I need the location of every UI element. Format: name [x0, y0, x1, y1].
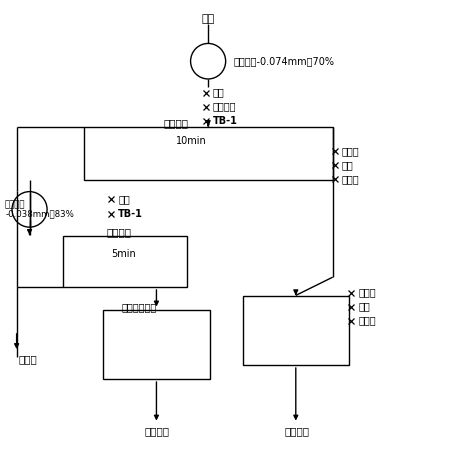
Text: 5min: 5min [111, 249, 136, 259]
Text: 黄药: 黄药 [358, 302, 370, 312]
Text: 松醇由: 松醇由 [342, 175, 360, 184]
Text: 乙硫氨酯: 乙硫氨酯 [213, 102, 236, 112]
Text: 原矿: 原矿 [201, 14, 215, 24]
Text: 乙硫氮: 乙硫氮 [358, 288, 376, 298]
Text: 粗选尾矿: 粗选尾矿 [285, 426, 310, 436]
Text: TB-1: TB-1 [213, 115, 238, 125]
Bar [84, 127, 333, 180]
Text: 二步精选: 二步精选 [106, 227, 132, 237]
Text: 石灰: 石灰 [213, 88, 225, 97]
Text: 磨矿细度-0.074mm占70%: 磨矿细度-0.074mm占70% [234, 56, 334, 66]
Text: 一步粗选: 一步粗选 [163, 118, 188, 128]
Text: 摇床尾矿: 摇床尾矿 [145, 426, 170, 436]
Text: 10min: 10min [176, 136, 206, 146]
Text: 三步摇床重选: 三步摇床重选 [122, 303, 157, 313]
Text: TB-1: TB-1 [118, 209, 143, 219]
Text: 乙硫氮: 乙硫氮 [342, 147, 360, 157]
Bar [63, 236, 187, 287]
Bar [103, 310, 210, 379]
Text: 松醇由: 松醇由 [358, 315, 376, 325]
Text: -0.038mm占83%: -0.038mm占83% [5, 210, 74, 219]
Bar [243, 296, 349, 365]
Text: 石灰: 石灰 [118, 194, 130, 204]
Text: 铜精矿: 铜精矿 [19, 354, 37, 364]
Text: 黄药: 黄药 [342, 160, 354, 170]
Text: 磨矿细度: 磨矿细度 [5, 200, 26, 209]
